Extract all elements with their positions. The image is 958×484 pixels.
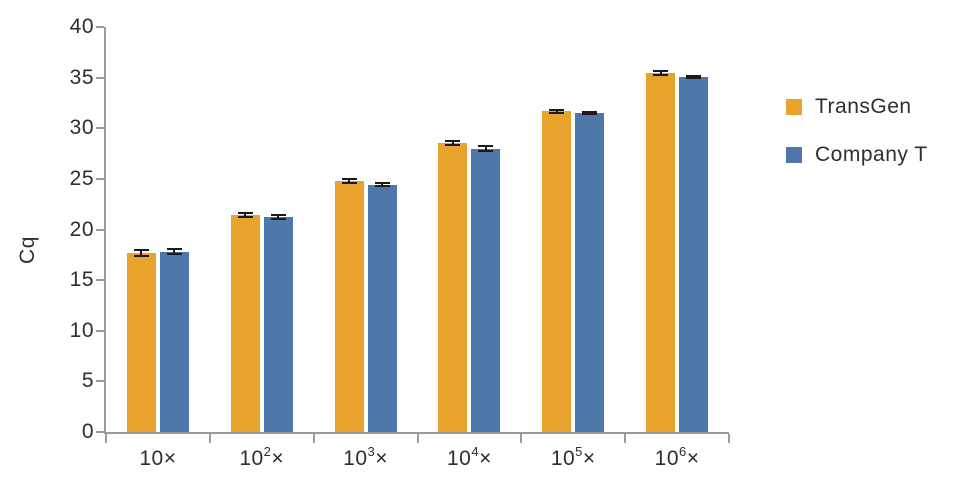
legend-item-company-t: Company T	[786, 143, 928, 166]
bar-company-t	[263, 217, 293, 432]
x-tick-label: 102×	[239, 444, 285, 470]
bar-transgen	[542, 111, 572, 432]
y-tick	[96, 177, 104, 180]
y-tick-label: 20	[69, 217, 94, 241]
error-bar-cap-top	[653, 69, 669, 72]
bar-transgen	[646, 72, 676, 432]
error-bar-cap-bottom	[549, 111, 565, 114]
error-bar-cap-bottom	[237, 216, 253, 219]
error-bar-cap-top	[582, 111, 598, 114]
x-tick	[728, 434, 730, 443]
error-bar-line	[277, 215, 280, 220]
bar-transgen	[230, 215, 260, 432]
legend-item-transgen: TransGen	[786, 95, 928, 118]
x-tick	[208, 434, 211, 443]
y-tick	[96, 228, 104, 231]
y-tick-label: 10	[69, 318, 94, 342]
error-bar-line	[692, 75, 695, 78]
error-bar-cap-bottom	[686, 76, 702, 79]
x-tick-label: 104×	[446, 444, 492, 470]
x-tick-label: 103×	[343, 444, 388, 470]
error-bar-cap-top	[549, 108, 565, 111]
x-tick	[624, 434, 627, 443]
exponent: 6	[679, 444, 687, 459]
x-axis-line	[104, 432, 729, 434]
error-bar-cap-top	[445, 140, 461, 143]
error-bar-cap-top	[166, 248, 182, 251]
error-bar-cap-bottom	[582, 113, 598, 116]
bar-company-t	[575, 113, 605, 432]
exponent: 3	[367, 444, 376, 459]
bar-company-t	[159, 251, 189, 432]
bar-company-t	[367, 184, 397, 432]
y-tick-label: 25	[69, 166, 94, 190]
legend: TransGen Company T	[786, 95, 928, 192]
exponent: 4	[471, 444, 480, 459]
error-bar-line	[348, 178, 351, 183]
error-bar-cap-top	[341, 177, 357, 180]
error-bar-cap-top	[133, 248, 149, 251]
legend-swatch-company-t	[786, 147, 802, 163]
x-tick	[520, 434, 523, 443]
y-tick	[96, 431, 104, 433]
error-bar-line	[484, 146, 487, 151]
error-bar-line	[140, 249, 143, 256]
error-bar-cap-bottom	[133, 254, 149, 257]
error-bar-line	[588, 112, 591, 115]
x-tick	[105, 434, 107, 443]
error-bar-line	[451, 141, 454, 146]
y-tick-label: 5	[81, 369, 94, 393]
error-bar-line	[173, 249, 176, 255]
error-bar-cap-bottom	[341, 181, 357, 184]
bar-company-t	[679, 76, 709, 432]
bar-transgen	[438, 143, 468, 432]
exponent: 2	[263, 444, 272, 459]
bar-transgen	[126, 252, 156, 432]
error-bar-line	[555, 109, 558, 113]
error-bar-cap-bottom	[270, 218, 286, 221]
error-bar-cap-top	[686, 74, 702, 77]
x-tick-label: 10×	[139, 447, 177, 470]
error-bar-cap-top	[374, 182, 390, 185]
y-tick	[96, 127, 104, 130]
y-tick-label: 35	[69, 65, 94, 89]
error-bar-line	[244, 213, 247, 218]
error-bar-cap-bottom	[478, 149, 494, 152]
x-tick-label: 106×	[654, 444, 700, 470]
error-bar-line	[659, 70, 662, 75]
legend-label-transgen: TransGen	[815, 95, 912, 118]
exponent: 5	[575, 444, 583, 459]
error-bar-cap-bottom	[374, 185, 390, 188]
y-tick	[96, 279, 104, 282]
error-bar-cap-top	[270, 214, 286, 217]
legend-swatch-transgen	[786, 99, 802, 115]
legend-label-company-t: Company T	[815, 143, 928, 166]
y-tick	[96, 26, 104, 28]
error-bar-cap-bottom	[653, 73, 669, 76]
y-tick-label: 15	[69, 268, 94, 292]
y-tick	[96, 76, 104, 79]
y-tick-label: 0	[81, 420, 94, 443]
bar-transgen	[334, 180, 364, 432]
bar-company-t	[471, 148, 501, 432]
error-bar-cap-bottom	[166, 253, 182, 256]
error-bar-cap-bottom	[445, 144, 461, 147]
y-tick	[96, 329, 104, 332]
error-bar-cap-top	[237, 212, 253, 215]
x-tick	[312, 434, 315, 443]
x-tick	[416, 434, 419, 443]
y-tick-label: 40	[69, 15, 94, 38]
x-tick-label: 105×	[550, 444, 596, 470]
y-tick-label: 30	[69, 116, 94, 140]
y-axis-line	[104, 27, 106, 434]
y-tick	[96, 380, 104, 383]
error-bar-line	[381, 183, 384, 187]
error-bar-cap-top	[478, 145, 494, 148]
